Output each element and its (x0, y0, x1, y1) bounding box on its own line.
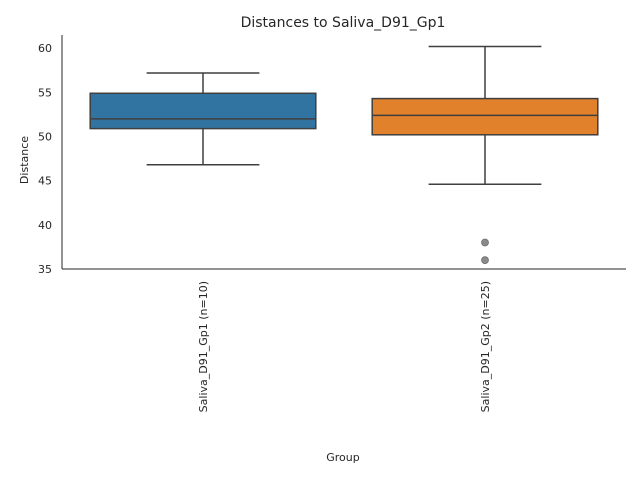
y-tick-label: 35 (38, 263, 52, 276)
box-2 (371, 45, 599, 265)
y-axis-label: Distance (18, 136, 31, 184)
outlier-point (481, 256, 489, 265)
y-tick-label: 45 (38, 175, 52, 188)
plot-area (89, 45, 599, 265)
y-tick-label: 60 (38, 42, 52, 55)
box-iqr (371, 97, 599, 136)
box-1 (89, 72, 317, 166)
x-tick-label: Saliva_D91_Gp2 (n=25) (479, 281, 492, 412)
y-tick-label: 50 (38, 131, 52, 144)
y-tick-label: 55 (38, 86, 52, 99)
y-tick-labels: 35 40 45 50 55 60 (38, 42, 52, 276)
x-tick-label: Saliva_D91_Gp1 (n=10) (197, 281, 210, 412)
x-axis-label: Group (326, 451, 360, 464)
outlier-point (481, 238, 489, 247)
y-tick-label: 40 (38, 219, 52, 232)
chart-title: Distances to Saliva_D91_Gp1 (241, 15, 446, 31)
box-iqr (89, 92, 317, 130)
x-tick-labels: Saliva_D91_Gp1 (n=10) Saliva_D91_Gp2 (n=2… (197, 281, 492, 412)
